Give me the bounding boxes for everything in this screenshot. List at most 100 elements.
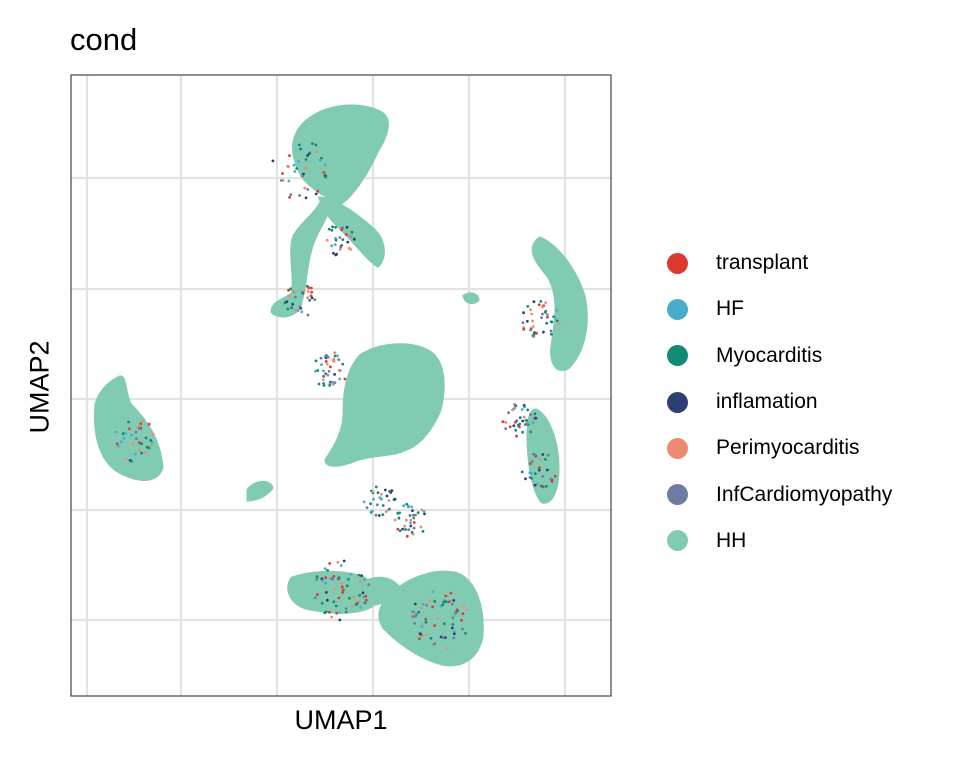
data-point [431,643,435,646]
data-point [535,331,538,335]
data-point [405,518,408,522]
legend-item: InfCardiomyopathy [665,471,892,517]
data-point [330,244,334,248]
data-point [363,578,366,581]
data-point [555,308,559,312]
data-point [544,458,547,461]
data-point [314,369,317,373]
data-point [537,303,541,307]
data-point [302,172,305,176]
data-point [302,289,306,293]
data-point [452,632,456,636]
data-point [310,286,313,290]
data-point [421,530,425,533]
data-point [451,602,454,606]
data-point [549,477,553,481]
legend-item: inflamation [665,379,892,425]
data-point [381,504,385,507]
data-point [358,600,361,603]
data-point [337,576,341,579]
data-point [423,512,426,516]
data-point [326,373,330,377]
data-point [149,439,153,442]
data-point [300,310,304,314]
data-point [331,380,334,384]
data-point [546,453,550,457]
data-point [532,300,536,304]
legend-marker [667,437,688,459]
data-point [412,513,415,517]
data-point [308,151,312,155]
data-point [329,577,333,581]
data-point [533,483,537,487]
data-point [349,572,352,576]
legend-item: Myocarditis [665,333,892,379]
data-point [347,246,351,250]
data-point [419,525,423,529]
data-point [338,618,342,622]
data-point [316,593,319,597]
data-point [339,564,343,567]
data-point [526,305,530,308]
data-point [419,606,423,610]
data-point [424,617,428,621]
data-point [332,600,336,604]
data-point [420,625,424,629]
data-point [456,609,460,613]
data-point [306,313,310,317]
data-point [336,354,339,358]
data-point [333,588,336,591]
data-point [411,615,415,619]
data-point [396,527,400,531]
data-point [507,411,510,415]
data-point [315,575,319,579]
data-point [526,408,530,412]
data-point [421,603,425,606]
legend-item: HF [665,286,892,332]
data-point [298,194,301,197]
data-point [533,412,537,416]
data-point [376,491,380,495]
data-point [327,227,331,231]
data-point [412,526,416,530]
data-point [324,576,327,580]
data-point [151,432,155,436]
data-point [124,431,127,435]
data-point [537,468,541,472]
legend-marker [667,530,688,552]
legend-marker [667,298,688,320]
data-point [297,160,300,163]
data-point [532,332,536,336]
data-point [350,230,354,234]
legend-marker [667,391,688,413]
x-axis-label: UMAP1 [294,705,388,735]
legend-label: HH [716,528,747,552]
data-point [550,479,554,483]
data-point [327,369,331,373]
cell-cluster [246,480,274,502]
legend-label: InfCardiomyopathy [716,482,893,506]
data-point [149,443,153,447]
data-point [520,408,524,411]
legend-item: transplant [665,240,892,286]
data-point [409,524,413,528]
data-point [549,320,553,324]
data-point [388,489,391,493]
data-point [345,225,349,229]
data-point [363,601,367,605]
data-point [516,423,520,427]
data-point [530,460,534,463]
data-point [291,302,295,306]
data-point [122,436,126,440]
data-point [405,502,409,506]
data-point [309,294,313,298]
data-point [320,601,324,605]
data-point [412,516,416,520]
data-point [341,588,345,592]
data-point [384,510,388,513]
data-point [348,596,351,600]
chart-title: cond [70,22,138,57]
data-point [341,238,345,242]
data-point [125,457,128,461]
data-point [340,581,343,585]
